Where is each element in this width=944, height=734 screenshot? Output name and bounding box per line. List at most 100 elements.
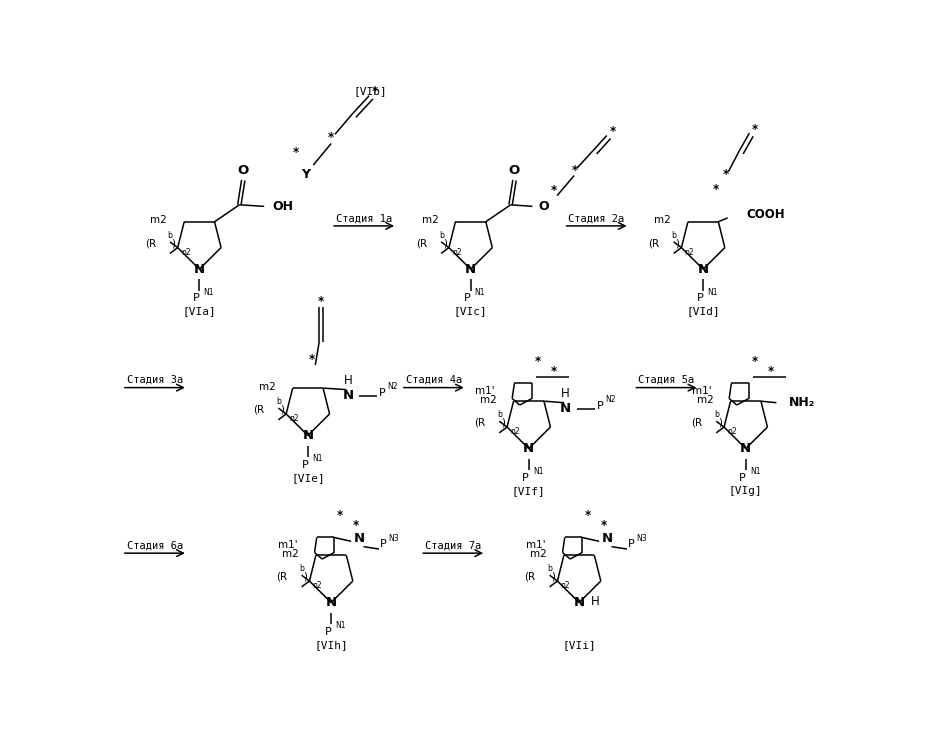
Text: ): )	[303, 571, 307, 581]
Text: P: P	[739, 473, 746, 483]
Text: N: N	[740, 442, 751, 455]
Text: (R: (R	[649, 238, 660, 248]
Text: P: P	[301, 459, 308, 470]
Text: ): )	[675, 238, 680, 248]
Text: b: b	[168, 230, 173, 240]
Text: [VIc]: [VIc]	[454, 307, 487, 316]
Text: (R: (R	[525, 571, 536, 581]
Text: *: *	[572, 164, 578, 177]
Text: (R: (R	[474, 418, 485, 427]
Text: b: b	[548, 564, 552, 573]
Text: P: P	[325, 627, 331, 637]
Text: *: *	[610, 126, 616, 138]
Text: *: *	[713, 183, 719, 196]
Text: COOH: COOH	[746, 208, 784, 220]
Text: ): )	[717, 418, 722, 427]
Text: *: *	[309, 353, 314, 366]
Text: (R: (R	[416, 238, 428, 248]
Text: [VIg]: [VIg]	[729, 486, 763, 496]
Text: m2: m2	[282, 548, 299, 559]
Text: O: O	[238, 164, 249, 178]
Text: *: *	[751, 355, 758, 368]
Text: ): )	[172, 238, 176, 248]
Text: *: *	[353, 520, 359, 532]
Text: n2: n2	[452, 248, 462, 257]
Text: n2: n2	[561, 581, 570, 590]
Text: ): )	[280, 404, 284, 414]
Text: P: P	[522, 473, 529, 483]
Text: N: N	[302, 429, 313, 442]
Text: N1: N1	[203, 288, 214, 297]
Text: H: H	[591, 595, 599, 608]
Text: N: N	[343, 389, 353, 402]
Text: N: N	[523, 442, 534, 455]
Text: Стадия 4a: Стадия 4a	[406, 375, 462, 385]
Text: P: P	[598, 401, 604, 411]
Text: b: b	[714, 410, 718, 419]
Text: n2: n2	[289, 414, 299, 423]
Text: N: N	[601, 532, 613, 545]
Text: b: b	[497, 410, 502, 419]
Text: N: N	[465, 263, 476, 276]
Text: ): )	[443, 238, 447, 248]
Text: Стадия 2a: Стадия 2a	[568, 213, 625, 223]
Text: b: b	[671, 230, 676, 240]
Text: (R: (R	[253, 404, 264, 414]
Text: N1: N1	[475, 288, 485, 297]
Text: [VIe]: [VIe]	[291, 473, 325, 483]
Text: N1: N1	[312, 454, 323, 463]
Text: N3: N3	[636, 534, 647, 542]
Text: *: *	[600, 520, 607, 532]
Text: *: *	[751, 123, 758, 136]
Text: N3: N3	[388, 534, 399, 542]
Text: Стадия 3a: Стадия 3a	[126, 375, 183, 385]
Text: m2: m2	[654, 215, 671, 225]
Text: *: *	[767, 366, 773, 379]
Text: NH₂: NH₂	[789, 396, 815, 409]
Text: (R: (R	[277, 571, 288, 581]
Text: m2: m2	[259, 382, 276, 391]
Text: m1': m1'	[476, 386, 495, 396]
Text: N: N	[574, 596, 584, 609]
Text: Стадия 6a: Стадия 6a	[126, 540, 183, 550]
Text: N1: N1	[707, 288, 717, 297]
Text: Стадия 7a: Стадия 7a	[425, 540, 481, 550]
Text: n2: n2	[312, 581, 322, 590]
Text: Стадия 1a: Стадия 1a	[336, 213, 392, 223]
Text: O: O	[509, 164, 520, 178]
Text: *: *	[293, 146, 298, 159]
Text: [VIa]: [VIa]	[182, 307, 216, 316]
Text: N: N	[698, 263, 709, 276]
Text: m1': m1'	[278, 540, 297, 550]
Text: *: *	[550, 366, 557, 379]
Text: Y: Y	[301, 168, 310, 181]
Text: m2: m2	[422, 215, 438, 225]
Text: N2: N2	[605, 395, 615, 404]
Text: m2: m2	[150, 215, 167, 225]
Text: N1: N1	[532, 468, 544, 476]
Text: [VIh]: [VIh]	[314, 640, 348, 650]
Text: *: *	[337, 509, 344, 523]
Text: P: P	[193, 294, 199, 303]
Text: m2: m2	[697, 395, 714, 404]
Text: [VId]: [VId]	[686, 307, 720, 316]
Text: N: N	[326, 596, 337, 609]
Text: P: P	[697, 294, 703, 303]
Text: n2: n2	[510, 427, 520, 436]
Text: m1': m1'	[693, 386, 712, 396]
Text: *: *	[317, 294, 324, 308]
Text: N1: N1	[750, 468, 760, 476]
Text: [VIf]: [VIf]	[512, 486, 546, 496]
Text: P: P	[464, 294, 471, 303]
Text: N: N	[353, 532, 364, 545]
Text: *: *	[328, 131, 334, 144]
Text: (R: (R	[691, 418, 702, 427]
Text: [VIi]: [VIi]	[563, 640, 596, 650]
Text: (R: (R	[144, 238, 156, 248]
Text: b: b	[299, 564, 304, 573]
Text: P: P	[379, 388, 386, 398]
Text: N: N	[560, 402, 571, 415]
Text: H: H	[562, 387, 570, 400]
Text: P: P	[380, 539, 387, 548]
Text: OH: OH	[272, 200, 293, 213]
